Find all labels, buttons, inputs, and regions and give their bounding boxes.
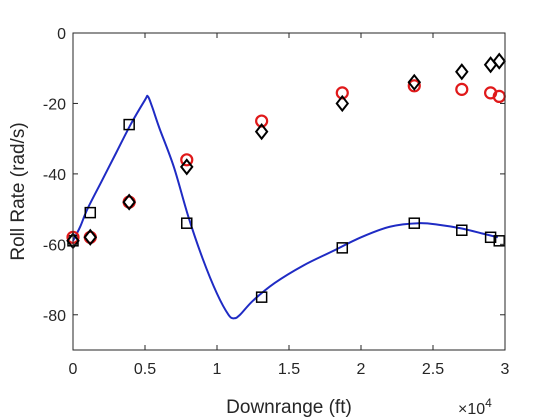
diamond-marker <box>455 63 469 81</box>
x-axis-multiplier-exponent: 4 <box>485 396 492 410</box>
y-axis-label: Roll Rate (rad/s) <box>8 122 29 260</box>
circle-marker <box>455 82 469 96</box>
x-tick-label: 3 <box>501 361 510 378</box>
y-tick-label: -60 <box>43 237 66 254</box>
y-tick-label: -80 <box>43 308 66 325</box>
square-marker <box>123 118 135 131</box>
x-axis-multiplier: ×104 <box>458 396 492 418</box>
simulation-curve <box>72 94 499 320</box>
square-marker <box>408 217 421 229</box>
circle-marker <box>83 230 97 244</box>
x-tick-label: 1.5 <box>278 361 300 378</box>
circle-marker <box>255 114 269 128</box>
square-marker <box>456 224 468 236</box>
axis-ticks: 0 0.5 1 1.5 2 2.5 3 0 -20 -40 -60 -80 <box>43 26 510 378</box>
square-marker <box>493 235 505 247</box>
diamond-marker <box>254 123 269 141</box>
diamond-marker <box>122 193 136 211</box>
diamond-marker <box>179 158 194 176</box>
square-marker <box>181 217 193 229</box>
x-tick-label: 2.5 <box>422 361 444 378</box>
diamond-marker <box>83 228 98 246</box>
y-tick-label: 0 <box>57 26 66 43</box>
diamond-marker <box>407 73 422 91</box>
x-tick-label: 1 <box>213 361 222 378</box>
x-tick-label: 2 <box>357 361 366 378</box>
circle-marker <box>407 79 421 93</box>
diamond-marker <box>335 94 350 113</box>
square-marker <box>484 231 497 244</box>
square-marker <box>84 206 97 219</box>
square-marker <box>255 291 268 303</box>
y-tick-label: -40 <box>43 167 66 184</box>
x-axis-label: Downrange (ft) <box>226 397 352 418</box>
diamond-marker <box>492 52 507 70</box>
circle-marker <box>335 86 349 100</box>
axes-box <box>72 32 506 351</box>
y-tick-label: -20 <box>43 96 66 113</box>
square-marker <box>336 242 349 254</box>
x-axis-multiplier-base: ×10 <box>458 401 485 418</box>
circle-marker <box>122 195 136 209</box>
circle-marker <box>180 153 194 167</box>
x-tick-label: 0 <box>69 361 78 378</box>
x-tick-label: 0.5 <box>134 361 156 378</box>
plot-marks <box>66 52 507 320</box>
